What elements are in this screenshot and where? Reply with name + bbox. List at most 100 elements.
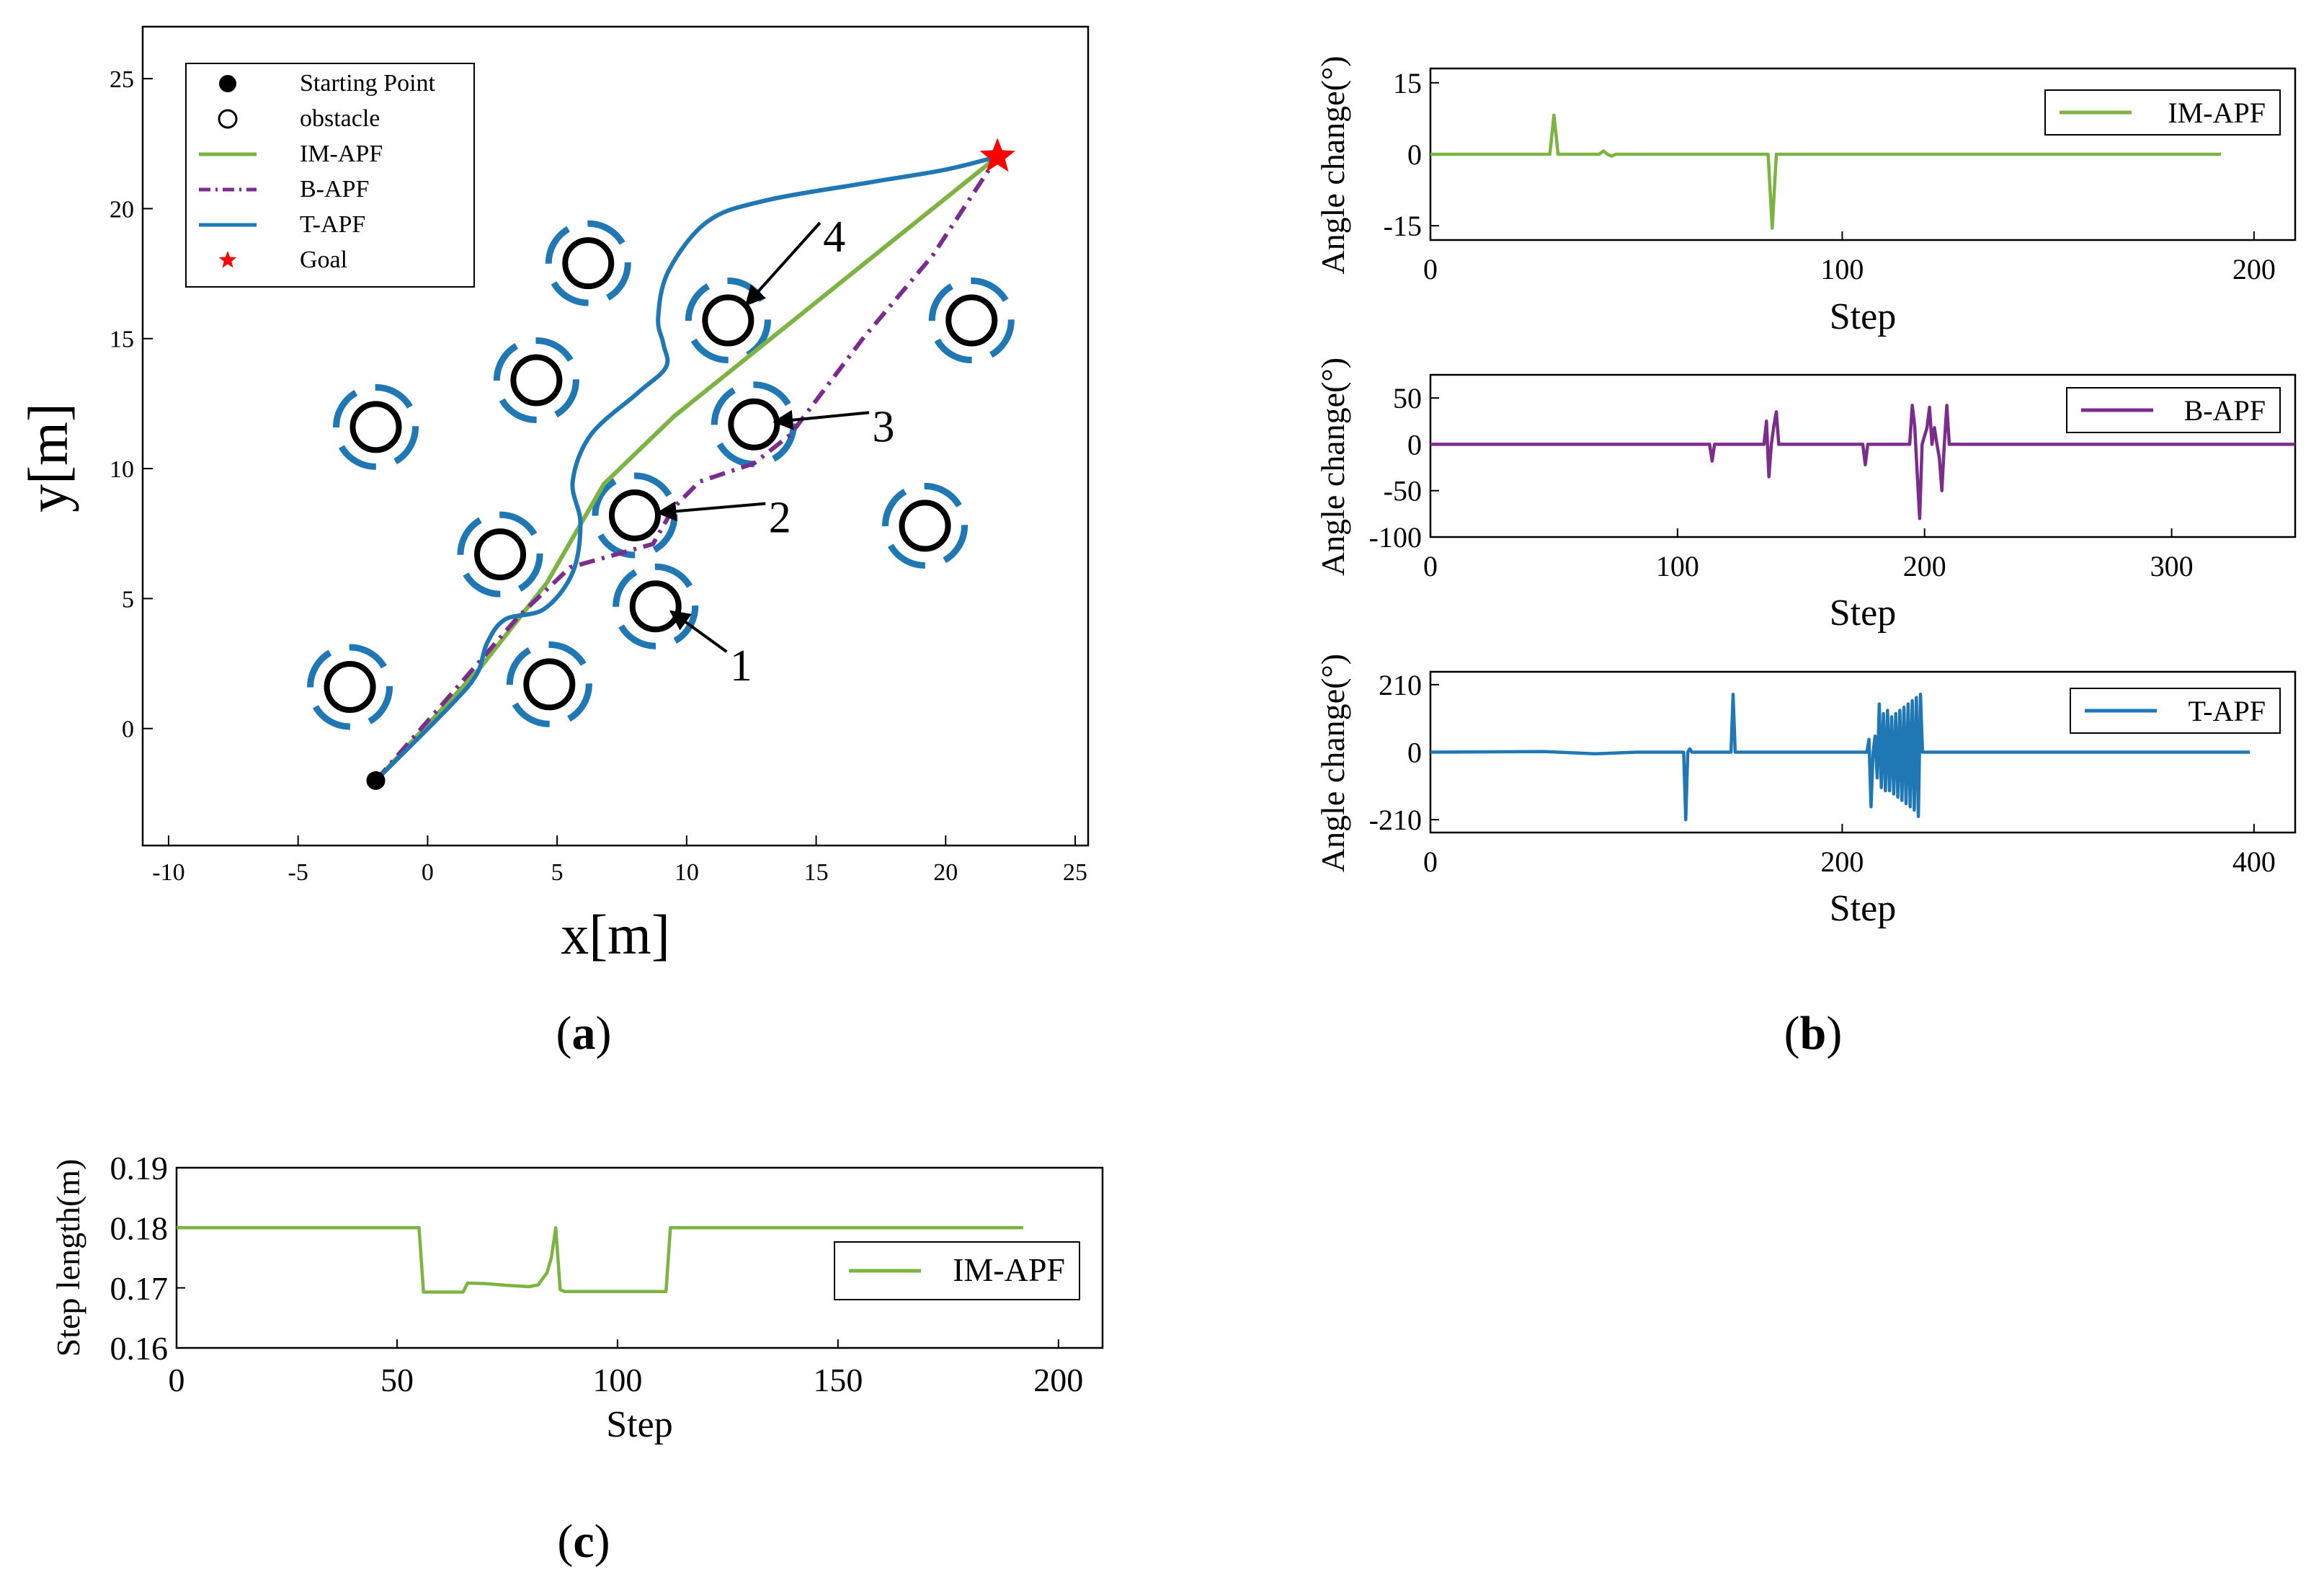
y-axis-label: Angle change(°) [1314,654,1351,872]
obstacle [324,661,376,714]
x-tick-label: 100 [1656,550,1699,582]
y-tick-label: 50 [1393,382,1422,414]
series-line [177,1226,1023,1294]
obstacle-safety-ring [333,383,419,470]
y-tick-label: 10 [110,456,134,483]
legend-entry-label: Goal [300,247,347,273]
legend-entry-label: T-APF [2189,695,2266,727]
x-tick-label: 0 [1423,550,1438,582]
x-tick-label: 200 [2232,253,2276,285]
x-tick-label: 0 [169,1362,185,1398]
y-tick-label: 5 [122,586,134,613]
legend-entry-label: B-APF [2184,394,2266,427]
legend-entry-label: IM-APF [2168,97,2266,129]
legend-entry-label: IM-APF [953,1251,1065,1288]
legend-box [2070,688,2281,734]
annotation-arrow [773,409,870,430]
x-tick-label: 10 [675,859,699,886]
y-tick-label: 15 [110,327,134,353]
y-axis-label: Step length(m) [50,1159,86,1357]
obstacle-safety-ring [457,511,543,598]
plot-frame [175,1166,1104,1349]
legend-box [185,63,475,288]
annotation-label: 1 [730,642,752,691]
legend-entry-label: Starting Point [300,70,436,97]
legend-starting-point-symbol [219,75,236,92]
x-axis-label: Step [1830,888,1896,929]
y-tick-label: 0.19 [110,1150,169,1186]
x-tick-label: 150 [813,1362,863,1398]
x-tick-label: -10 [152,859,184,886]
obstacle [562,237,615,290]
x-tick-label: 100 [592,1362,642,1398]
obstacle [702,294,754,347]
x-tick-label: 200 [1033,1362,1083,1398]
obstacle-safety-ring [928,278,1015,364]
y-axis-label: Angle change(°) [1314,56,1351,274]
x-axis-label: Step [1830,593,1896,634]
x-tick-label: 100 [1820,253,1864,285]
series-line [1430,404,2295,520]
y-tick-label: 0.16 [110,1330,169,1367]
panel-label-b: (b) [1784,1007,1843,1060]
goal-star-marker [979,138,1015,172]
x-tick-label: 20 [933,859,958,886]
b-apf-angle-chart: 0 100 200 300 50 0 -50 -100 Step Angle change(°) B… [1314,358,2297,634]
legend-entry-label: T-APF [300,211,365,238]
y-axis-label: Angle change(°) [1314,358,1351,576]
obstacle [608,489,661,541]
series-line-im-apf [374,154,1000,782]
annotation-arrow [744,221,822,306]
trajectory-chart: -10 -5 0 5 10 15 20 25 0 5 10 15 20 25 x[m] y[m] 1 2 3 4 Sta… [17,25,1090,966]
series-line-b-apf [374,155,1000,782]
series-line-t-apf [374,154,998,782]
starting-point-marker [366,771,386,790]
y-tick-label: 210 [1379,669,1422,701]
obstacle-safety-ring [685,278,771,364]
annotation-label: 2 [769,494,791,543]
annotation-arrow [656,501,766,522]
legend-goal-symbol [218,251,237,268]
y-tick-label: 25 [110,66,134,93]
y-tick-label: 20 [110,196,134,223]
y-tick-label: -100 [1369,521,1422,554]
y-tick-label: 0.17 [110,1270,169,1307]
y-axis-label: y[m] [17,403,79,512]
legend-entry-label: B-APF [300,176,369,203]
panel-label-a: (a) [556,1007,612,1060]
annotation-label: 3 [873,402,895,451]
legend-entry-label: obstacle [300,105,380,132]
series-line [1430,692,2250,822]
x-axis-label: x[m] [561,903,670,966]
plot-frame [141,25,1090,847]
x-tick-label: 300 [2150,550,2194,582]
series-line [1430,113,2222,230]
x-tick-label: 5 [551,859,564,886]
y-tick-label: 0 [1407,138,1422,171]
obstacle [629,580,682,633]
obstacle [350,401,402,453]
x-tick-label: 15 [804,859,829,886]
obstacle [474,528,527,581]
obstacle [728,398,780,451]
y-tick-label: 0 [1407,737,1422,769]
y-tick-label: -210 [1369,804,1422,836]
obstacle [523,658,576,711]
obstacle-safety-ring [506,641,592,727]
x-tick-label: 50 [380,1362,414,1398]
plot-frame [1429,373,2297,538]
obstacle [510,354,563,407]
y-tick-label: -15 [1384,210,1422,242]
x-tick-label: -5 [288,859,308,886]
y-tick-label: 0 [122,716,134,743]
annotation-label: 4 [823,213,845,262]
y-tick-label: 0 [1407,428,1422,461]
x-tick-label: 0 [1423,253,1438,285]
x-tick-label: 0 [422,859,434,886]
step-length-chart: 0 50 100 150 200 0.19 0.18 0.17 0.16 Step Step len… [50,1150,1104,1445]
obstacle [945,294,998,347]
x-axis-label: Step [606,1404,672,1445]
obstacle-safety-ring [882,482,969,569]
